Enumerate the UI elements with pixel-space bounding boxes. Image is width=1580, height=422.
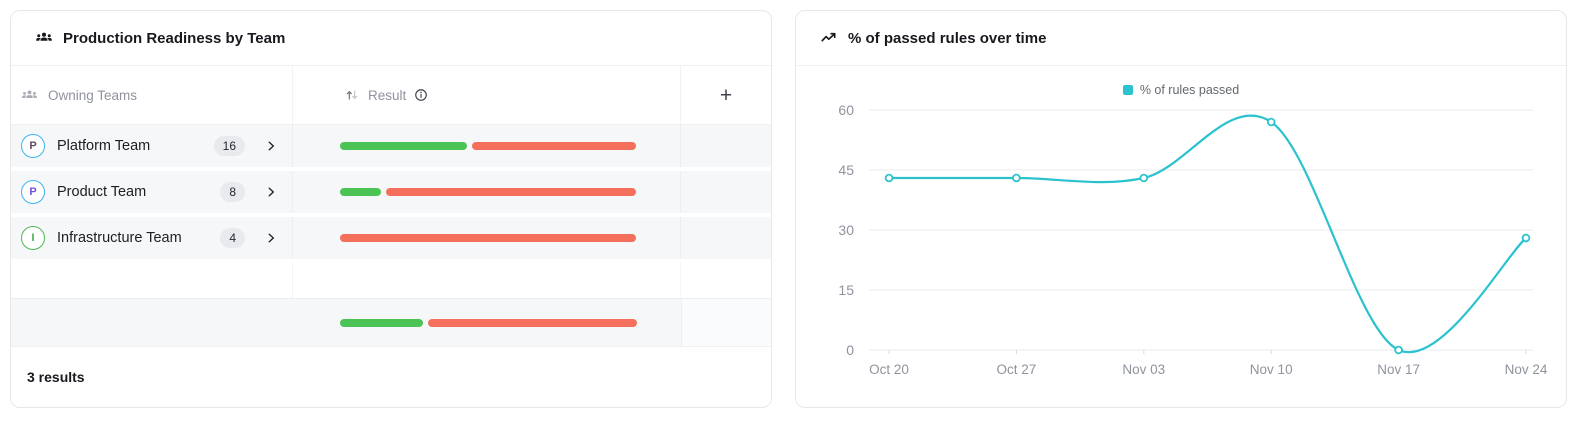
result-bar — [340, 188, 636, 196]
card-header: % of passed rules over time — [796, 11, 1566, 66]
svg-text:Nov 24: Nov 24 — [1505, 362, 1548, 377]
team-name: Product Team — [57, 184, 147, 200]
trend-line-icon — [820, 29, 838, 47]
legend-label: % of rules passed — [1139, 83, 1240, 97]
failed-bar — [472, 142, 636, 150]
chevron-right-icon[interactable] — [264, 231, 278, 245]
results-count: 3 results — [11, 346, 771, 407]
failed-bar — [428, 318, 637, 327]
column-result-label: Result — [368, 87, 407, 103]
empty-row — [11, 263, 771, 299]
summary-result-bar — [340, 318, 637, 327]
card-title: % of passed rules over time — [848, 29, 1047, 47]
result-bar — [340, 142, 636, 150]
passed-bar — [340, 318, 424, 327]
column-owning-teams-label: Owning Teams — [48, 87, 138, 103]
rule-count-badge: 8 — [220, 182, 245, 202]
chevron-right-icon[interactable] — [264, 139, 278, 153]
rule-count-badge: 16 — [213, 136, 245, 156]
legend-item[interactable]: % of rules passed — [796, 80, 1566, 100]
table-row[interactable]: P Product Team 8 — [11, 171, 771, 217]
svg-text:0: 0 — [846, 342, 854, 358]
sort-icon[interactable] — [344, 87, 360, 103]
passed-bar — [340, 142, 468, 150]
svg-text:30: 30 — [838, 222, 854, 238]
table-header: Owning Teams Result — [11, 66, 771, 125]
svg-text:Oct 27: Oct 27 — [997, 362, 1037, 377]
column-owning-teams: Owning Teams — [11, 66, 293, 124]
failed-bar — [386, 188, 636, 196]
legend-swatch — [1122, 85, 1133, 95]
chart-body: % of rules passed 0 15 30 45 60 Oct 20 Oct 27 N… — [796, 66, 1566, 407]
svg-text:Oct 20: Oct 20 — [869, 362, 909, 377]
result-bar — [340, 234, 636, 242]
team-icon — [21, 87, 38, 104]
failed-bar — [340, 234, 636, 242]
card-title: Production Readiness by Team — [63, 29, 286, 47]
info-icon[interactable] — [414, 88, 428, 102]
avatar: P — [21, 180, 45, 204]
passed-bar — [340, 188, 382, 196]
svg-text:60: 60 — [838, 102, 854, 118]
table-row[interactable]: I Infrastructure Team 4 — [11, 217, 771, 263]
table-row[interactable]: P Platform Team 16 — [11, 125, 771, 171]
svg-text:45: 45 — [838, 162, 854, 178]
svg-text:15: 15 — [838, 282, 854, 298]
avatar: I — [21, 226, 45, 250]
passed-rules-chart-card: % of passed rules over time % of rules p… — [795, 10, 1567, 408]
avatar: P — [21, 134, 45, 158]
add-column-button[interactable]: + — [719, 83, 733, 107]
summary-row — [11, 299, 771, 346]
team-icon — [35, 29, 53, 47]
team-name: Infrastructure Team — [57, 230, 182, 246]
svg-text:Nov 17: Nov 17 — [1377, 362, 1420, 377]
production-readiness-card: Production Readiness by Team Owning Team… — [10, 10, 772, 408]
rule-count-badge: 4 — [220, 228, 245, 248]
card-header: Production Readiness by Team — [11, 11, 771, 66]
column-result: Result — [293, 66, 681, 124]
svg-text:Nov 10: Nov 10 — [1250, 362, 1293, 377]
line-chart: 0 15 30 45 60 Oct 20 Oct 27 Nov 03 Nov 10 Nov 17 N… — [838, 102, 1548, 377]
team-name: Platform Team — [57, 138, 151, 154]
svg-text:Nov 03: Nov 03 — [1122, 362, 1165, 377]
chevron-right-icon[interactable] — [264, 185, 278, 199]
